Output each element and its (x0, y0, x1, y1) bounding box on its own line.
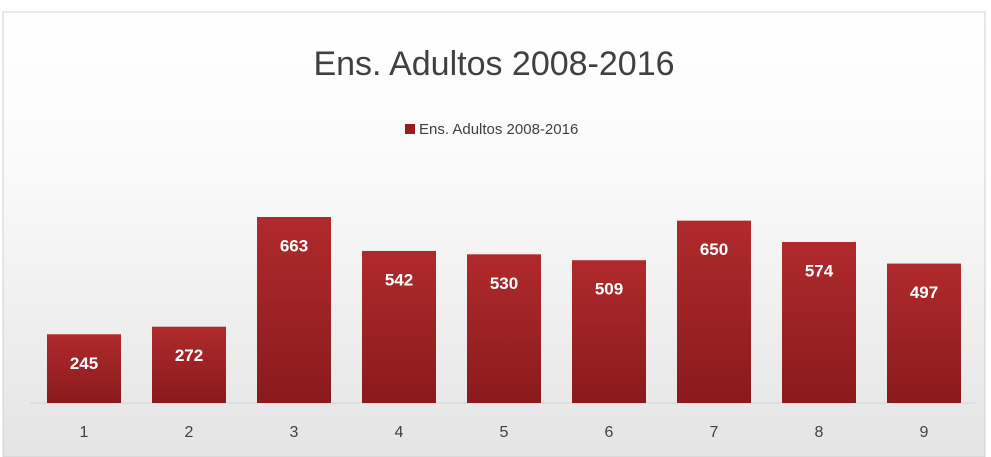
bar (677, 220, 751, 403)
legend-swatch (405, 124, 415, 134)
bar (782, 241, 856, 403)
data-label: 542 (385, 270, 413, 289)
data-label: 650 (700, 240, 728, 259)
data-label: 272 (175, 346, 203, 365)
data-label: 574 (805, 261, 834, 280)
x-tick-label: 8 (815, 424, 824, 441)
legend-label: Ens. Adultos 2008-2016 (419, 121, 578, 138)
data-label: 530 (490, 274, 518, 293)
bar (47, 334, 121, 403)
bar (572, 260, 646, 403)
x-tick-label: 6 (605, 424, 614, 441)
bar (362, 250, 436, 403)
data-label: 497 (910, 283, 938, 302)
data-label: 245 (70, 354, 98, 373)
bar (887, 263, 961, 403)
x-tick-label: 4 (395, 424, 404, 441)
chart-title: Ens. Adultos 2008-2016 (313, 45, 674, 83)
x-tick-label: 9 (920, 424, 929, 441)
x-tick-label: 2 (185, 424, 194, 441)
x-tick-label: 3 (290, 424, 299, 441)
bar (257, 217, 331, 403)
data-label: 509 (595, 280, 623, 299)
x-tick-label: 1 (80, 424, 89, 441)
bar (152, 326, 226, 403)
x-tick-label: 7 (710, 424, 719, 441)
x-tick-label: 5 (500, 424, 509, 441)
data-label: 663 (280, 236, 308, 255)
bar (467, 254, 541, 403)
